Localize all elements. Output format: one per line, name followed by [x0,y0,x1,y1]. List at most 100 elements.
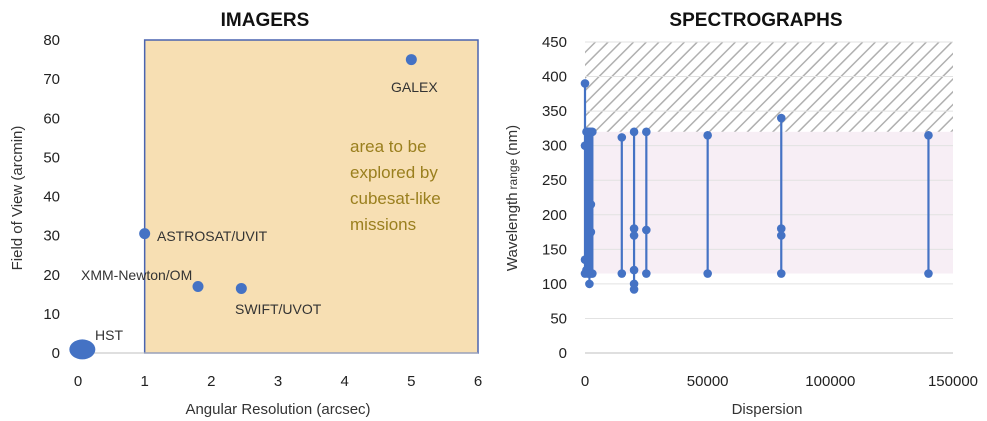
y-tick-label: 250 [542,172,567,189]
data-point [642,225,651,235]
data-point [580,79,590,88]
y-tick-label: 400 [542,69,567,86]
spectrographs-x-axis-label: Dispersion [732,401,803,418]
y-tick-label: 200 [542,207,567,224]
y-tick-label: 100 [542,276,567,293]
exploration-region [143,39,479,354]
data-point [192,280,204,292]
y-tick-label: 80 [43,32,60,49]
x-tick-label: 150000 [928,373,978,390]
data-point [642,269,651,278]
y-tick-label: 350 [542,103,567,120]
y-axis-label-unit: (nm) [504,125,521,156]
point-label: GALEX [391,79,438,95]
imagers-x-tick-labels: 0 1 2 3 4 5 6 [74,373,482,390]
data-point [235,282,247,294]
y-tick-label: 450 [542,34,567,51]
y-tick-label: 300 [542,138,567,155]
y-tick-label: 10 [43,306,60,323]
x-tick-label: 4 [340,373,348,390]
spectrograph-series [588,127,597,278]
y-axis-label-main: Wavelength [504,192,521,271]
region-text-line: cubesat-like [350,189,441,208]
imagers-x-axis-label: Angular Resolution (arcsec) [185,401,370,418]
data-point [585,279,594,289]
data-point [703,269,712,278]
region-text-line: explored by [350,163,438,182]
data-point [924,269,933,278]
x-tick-label: 5 [407,373,415,390]
spectrograph-series [629,127,639,294]
spectrographs-chart: 0 50000 100000 150000 0 50 100 150 200 2… [504,10,978,418]
spectrograph-series [642,127,651,278]
hatched-band [585,42,953,132]
point-label: ASTROSAT/UVIT [157,228,268,244]
y-tick-label: 20 [43,267,60,284]
region-text-line: area to be [350,137,427,156]
spectrographs-gridlines [585,41,953,354]
spectrographs-title: SPECTROGRAPHS [669,10,842,31]
x-tick-label: 2 [207,373,215,390]
spectrographs-y-tick-labels: 0 50 100 150 200 250 300 350 400 450 [542,34,567,362]
data-point [69,339,96,360]
spectrographs-y-axis-label: Wavelength range (nm) [504,125,521,271]
x-tick-label: 0 [581,373,589,390]
data-point [776,113,786,123]
spectrograph-series [703,131,712,278]
data-point [139,228,151,240]
x-tick-label: 0 [74,373,82,390]
imagers-point-labels: HST ASTROSAT/UVIT XMM-Newton/OM SWIFT/UV… [81,79,438,343]
data-point [588,269,597,278]
imagers-chart: area to be explored by cubesat-like miss… [9,10,482,418]
x-tick-label: 100000 [805,373,855,390]
x-tick-label: 1 [140,373,148,390]
data-point [405,54,417,66]
spectrographs-series [580,79,933,294]
point-label: SWIFT/UVOT [235,301,322,317]
spectrograph-series [617,133,627,278]
shaded-band [585,131,953,274]
data-point [776,224,786,233]
y-tick-label: 150 [542,241,567,258]
y-tick-label: 0 [52,345,60,362]
data-point [629,224,639,233]
data-point [776,269,786,278]
data-point [586,227,596,237]
imagers-title: IMAGERS [221,10,310,31]
data-point [629,265,639,275]
data-point [617,269,627,278]
data-point [629,127,639,137]
x-tick-label: 3 [274,373,282,390]
imagers-y-tick-labels: 0 10 20 30 40 50 60 70 80 [43,32,60,362]
y-tick-label: 40 [43,189,60,206]
data-point [703,131,712,140]
imagers-y-axis-label: Field of View (arcmin) [9,126,26,271]
exploration-region-text: area to be explored by cubesat-like miss… [350,137,441,234]
data-point [776,231,786,240]
data-point [924,131,933,140]
region-text-line: missions [350,215,416,234]
x-tick-label: 50000 [687,373,729,390]
spectrograph-series [776,113,786,278]
imagers-data-points [69,54,417,360]
y-tick-label: 50 [43,149,60,166]
data-point [629,285,639,294]
point-label: HST [95,327,123,343]
y-tick-label: 60 [43,110,60,127]
y-axis-label-small: range [506,158,520,189]
x-tick-label: 6 [474,373,482,390]
y-tick-label: 70 [43,71,60,88]
data-point [588,127,597,137]
data-point [586,200,596,209]
spectrograph-series [924,131,933,278]
y-tick-label: 50 [550,310,567,327]
y-tick-label: 30 [43,228,60,245]
point-label: XMM-Newton/OM [81,267,192,283]
data-point [629,231,639,240]
spectrographs-x-tick-labels: 0 50000 100000 150000 [581,373,978,390]
y-tick-label: 0 [559,345,567,362]
data-point [617,133,627,142]
data-point [642,127,651,137]
